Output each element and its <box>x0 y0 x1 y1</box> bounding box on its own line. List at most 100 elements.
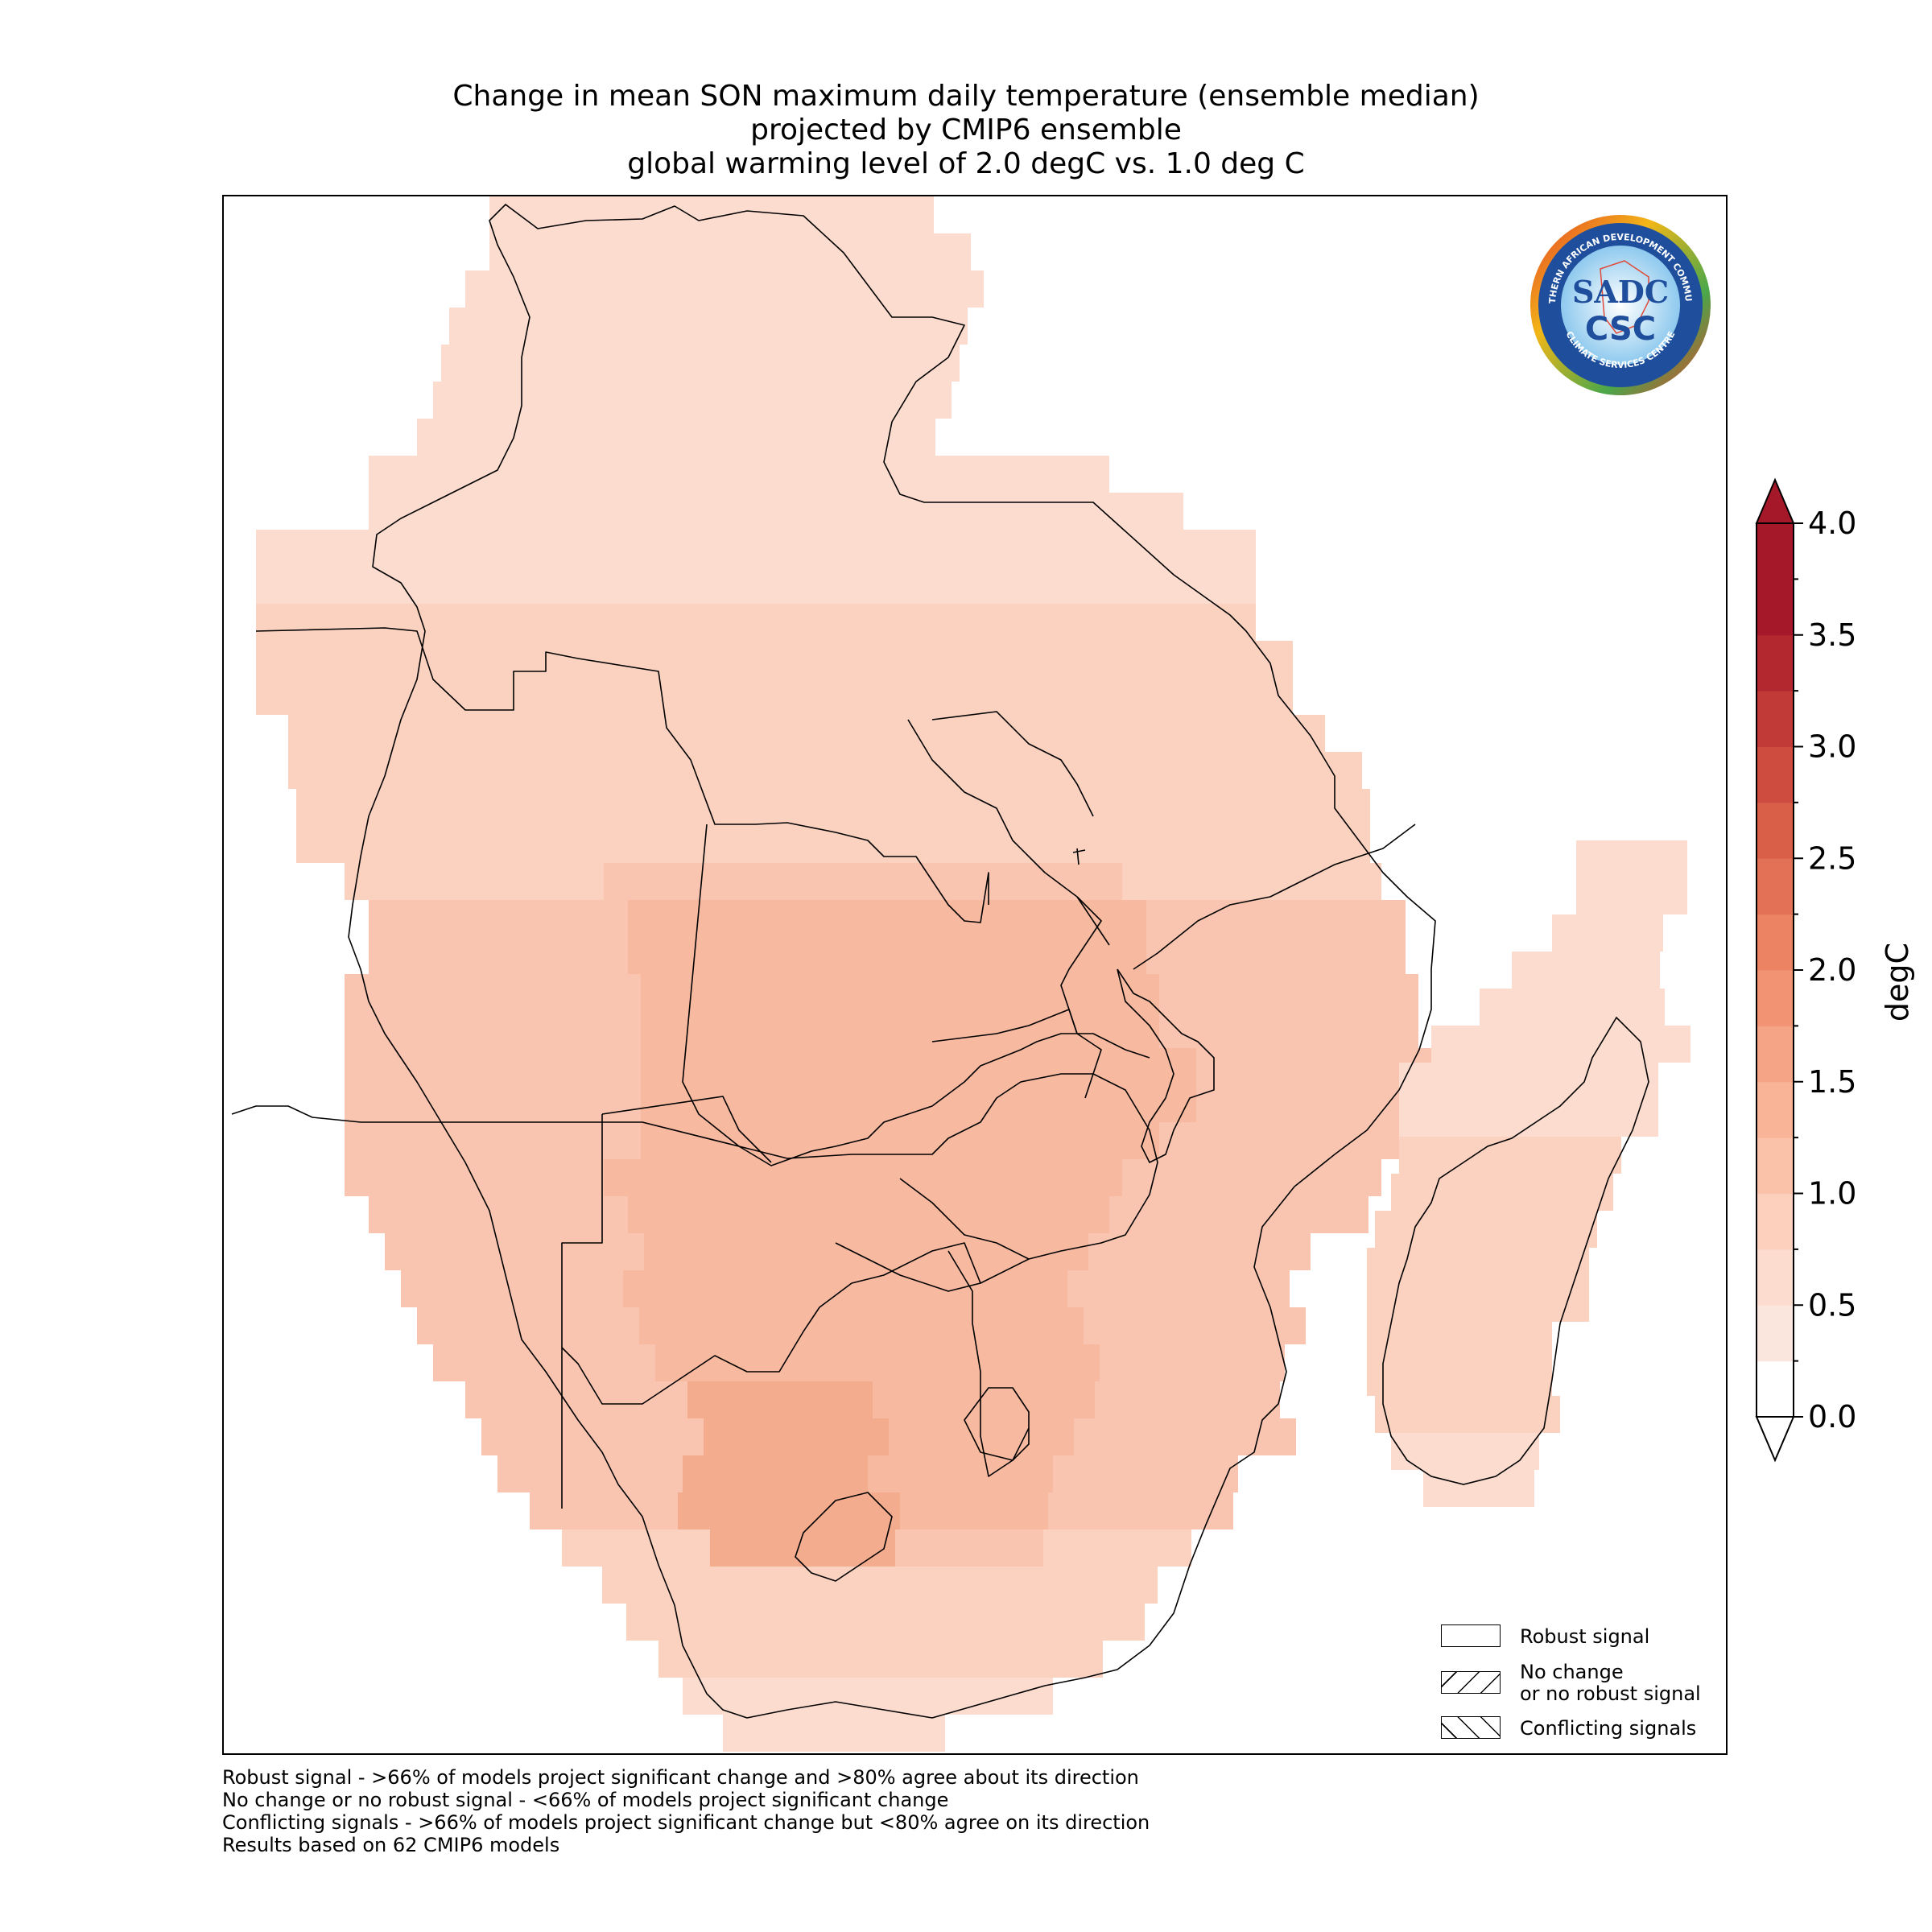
grid-cell <box>1431 1026 1468 1063</box>
grid-cell <box>972 1307 1009 1344</box>
grid-cell <box>565 1307 602 1344</box>
grid-cell <box>515 678 552 715</box>
grid-cell <box>539 1381 576 1418</box>
grid-cell <box>1344 863 1381 900</box>
grid-cell <box>515 567 552 604</box>
grid-cell <box>786 233 823 270</box>
grid-cell <box>1478 1359 1515 1396</box>
grid-cell <box>1211 1344 1248 1381</box>
grid-cell <box>1085 1122 1122 1159</box>
grid-cell <box>528 1307 565 1344</box>
grid-cell <box>554 456 591 493</box>
grid-cell <box>671 308 708 345</box>
grid-cell <box>1269 1307 1306 1344</box>
grid-cell <box>992 1641 1029 1678</box>
grid-cell <box>1233 1048 1270 1085</box>
grid-cell <box>382 1085 419 1122</box>
grid-cell <box>692 382 729 419</box>
grid-cell <box>589 604 626 641</box>
grid-cell <box>454 1307 491 1344</box>
grid-cell <box>678 1085 715 1122</box>
grid-cell <box>1011 1011 1048 1048</box>
grid-cell <box>1185 826 1222 863</box>
grid-cell <box>863 1085 900 1122</box>
grid-cell <box>752 1011 789 1048</box>
grid-cell <box>539 270 576 308</box>
grid-cell <box>658 752 696 789</box>
grid-cell <box>628 937 665 974</box>
grid-cell <box>1436 1137 1473 1174</box>
grid-cell <box>1122 1492 1159 1530</box>
grid-cell <box>992 752 1029 789</box>
grid-cell <box>794 1678 831 1715</box>
grid-cell <box>345 1122 382 1159</box>
grid-cell <box>811 530 848 567</box>
grid-cell <box>1183 937 1220 974</box>
grid-cell <box>1109 937 1146 974</box>
grid-cell <box>900 1492 937 1530</box>
grid-cell <box>681 1233 718 1270</box>
grid-cell <box>1288 752 1325 789</box>
grid-cell <box>507 382 544 419</box>
grid-cell <box>459 1233 496 1270</box>
grid-cell <box>997 641 1034 678</box>
grid-cell <box>737 567 774 604</box>
grid-cell <box>1216 1270 1253 1307</box>
grid-cell <box>1085 1492 1122 1530</box>
grid-cell <box>444 826 481 863</box>
grid-cell <box>330 641 367 678</box>
grid-cell <box>443 900 480 937</box>
grid-cell <box>406 1196 443 1233</box>
grid-cell <box>863 1159 900 1196</box>
grid-cell <box>937 1159 974 1196</box>
grid-cell <box>1071 567 1108 604</box>
grid-cell <box>1072 1196 1109 1233</box>
grid-cell <box>526 233 564 270</box>
grid-cell <box>821 1530 858 1567</box>
grid-cell <box>766 382 803 419</box>
grid-cell <box>1547 1063 1584 1100</box>
grid-cell <box>935 1307 972 1344</box>
grid-cell <box>644 1233 681 1270</box>
grid-cell <box>961 456 998 493</box>
svg-text:SADC: SADC <box>1572 274 1669 310</box>
grid-cell <box>1259 1418 1296 1455</box>
grid-cell <box>924 456 961 493</box>
grid-cell <box>960 530 997 567</box>
grid-cell <box>776 493 813 530</box>
grid-cell <box>729 1344 766 1381</box>
grid-cell <box>530 1048 567 1085</box>
grid-cell <box>1220 1196 1257 1233</box>
grid-cell <box>789 1085 826 1122</box>
grid-cell <box>591 900 628 937</box>
grid-cell <box>741 789 778 826</box>
grid-cell <box>456 1011 493 1048</box>
grid-cell <box>621 752 658 789</box>
grid-cell <box>1222 826 1259 863</box>
grid-cell <box>572 1455 609 1492</box>
grid-cell <box>456 1048 493 1085</box>
grid-cell <box>1613 877 1650 914</box>
grid-cell <box>518 1418 555 1455</box>
grid-cell <box>665 493 702 530</box>
grid-cell <box>567 974 604 1011</box>
grid-cell <box>1037 1418 1074 1455</box>
grid-cell <box>1441 1359 1478 1396</box>
grid-cell <box>456 1122 493 1159</box>
grid-cell <box>1497 1470 1534 1507</box>
grid-cell <box>974 863 1011 900</box>
grid-cell <box>918 752 955 789</box>
grid-cell <box>567 1011 604 1048</box>
grid-cell <box>663 345 700 382</box>
grid-cell <box>676 1307 713 1344</box>
grid-cell <box>1512 952 1549 989</box>
grid-cell <box>752 1122 789 1159</box>
grid-cell <box>960 1604 997 1641</box>
grid-cell <box>547 715 584 752</box>
grid-cell <box>955 752 992 789</box>
grid-cell <box>601 196 638 233</box>
grid-cell <box>861 1567 898 1604</box>
title-line-1: Change in mean SON maximum daily tempera… <box>452 80 1480 113</box>
grid-cell <box>1214 752 1251 789</box>
grid-cell <box>702 456 739 493</box>
